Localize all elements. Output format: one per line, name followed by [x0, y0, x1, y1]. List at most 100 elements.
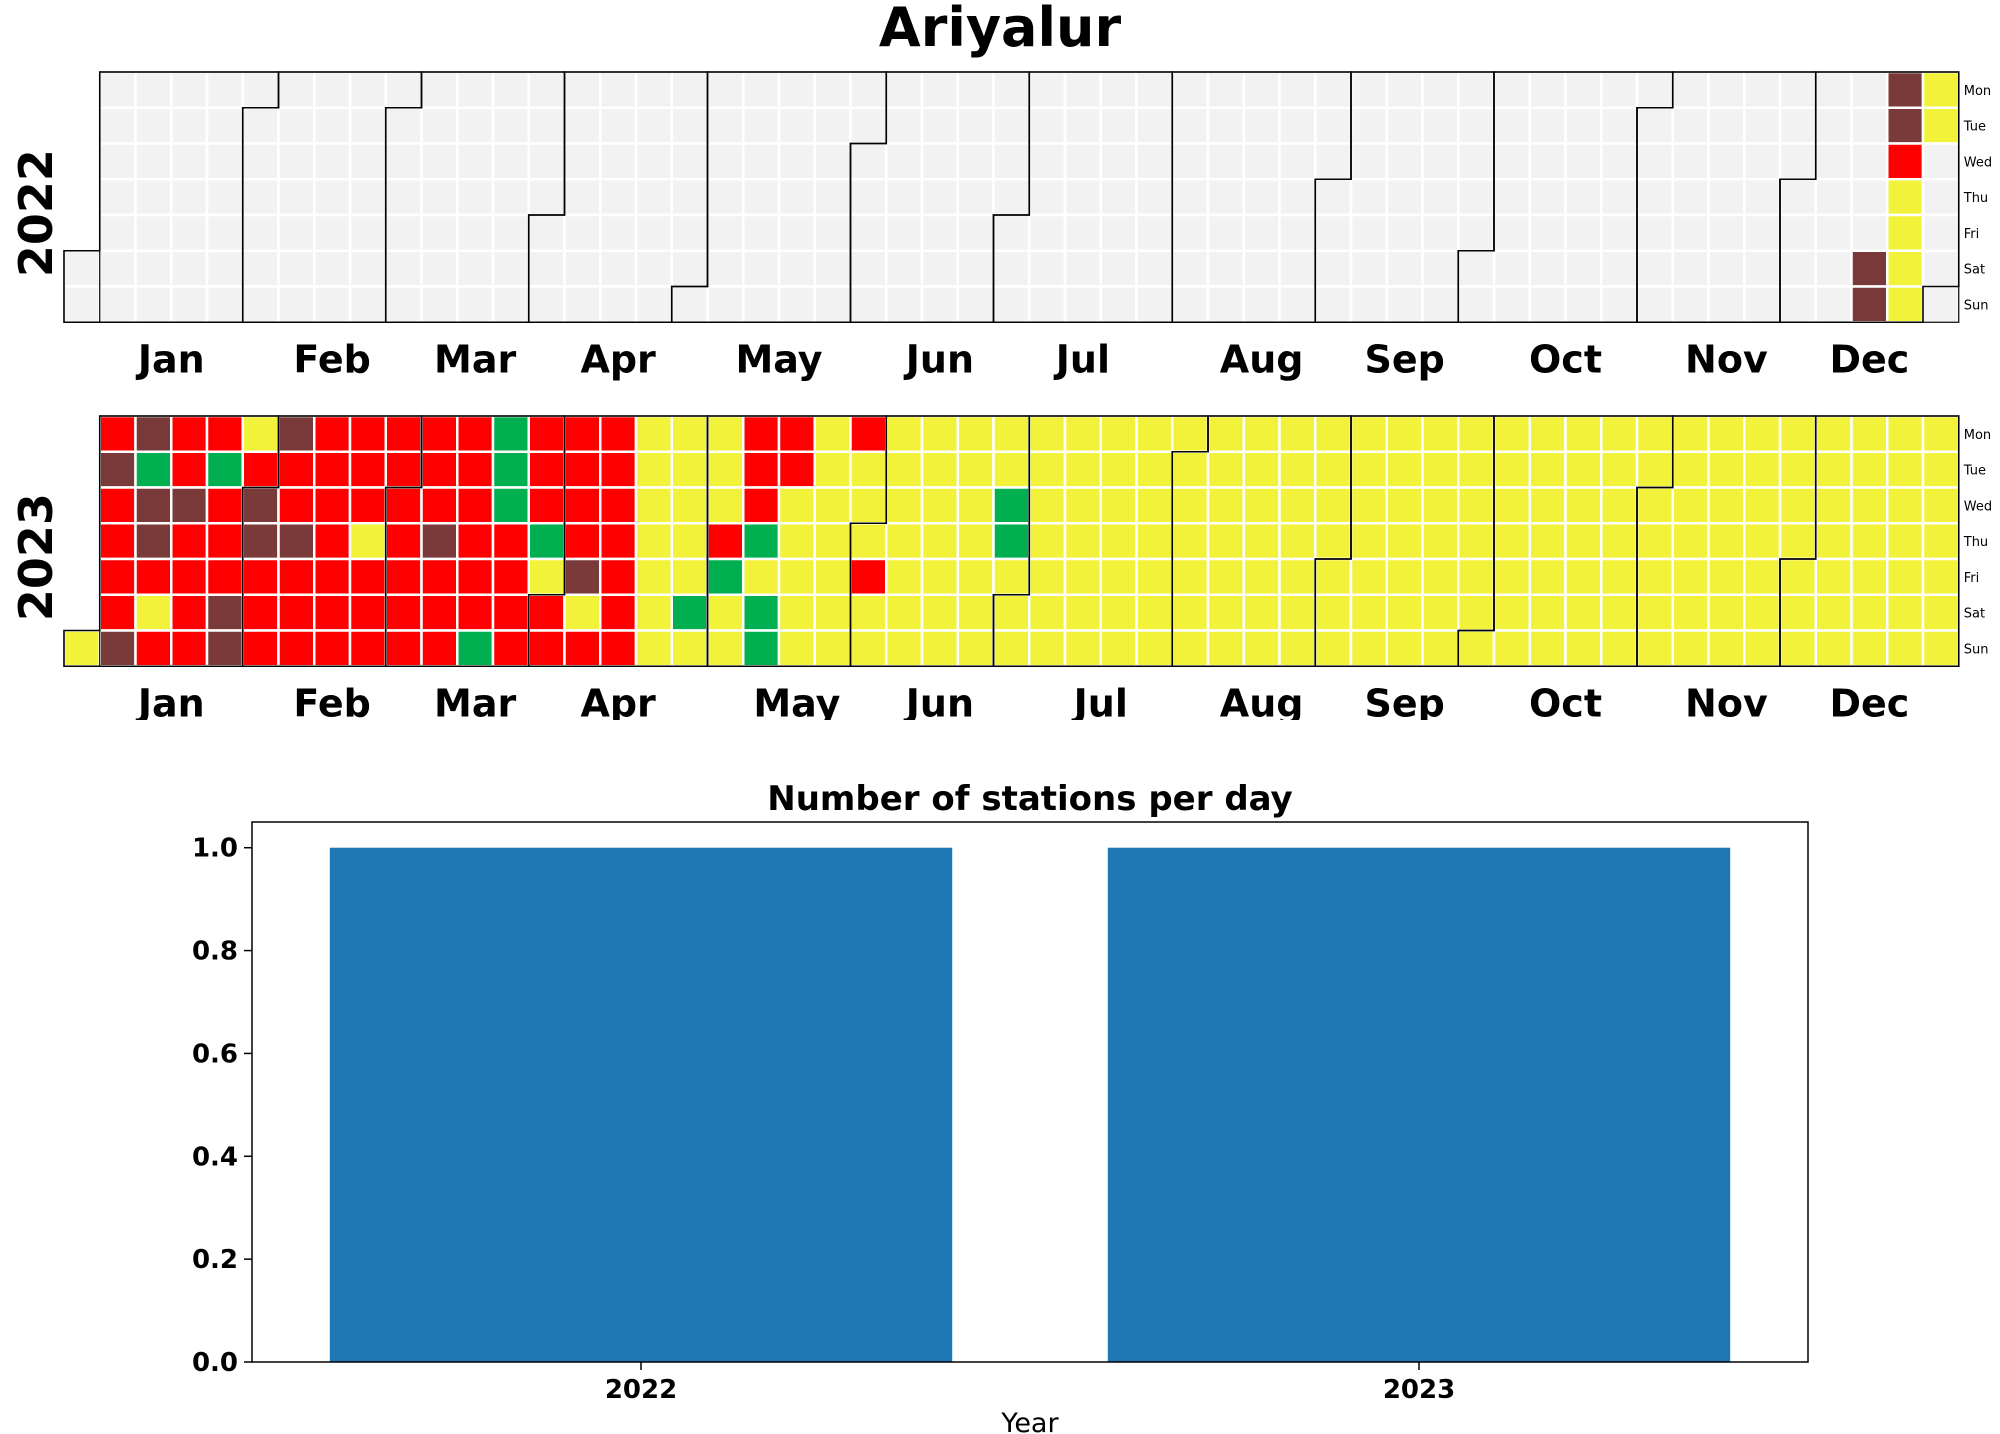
calendar-day-cell [1564, 593, 1603, 632]
calendar-day-cell [1457, 593, 1496, 632]
calendar-day-cell [1349, 142, 1388, 181]
calendar-day-cell [670, 522, 709, 561]
calendar-day-cell [134, 486, 173, 525]
page-title: Ariyalur [878, 0, 1122, 59]
calendar-day-cell [1385, 249, 1424, 288]
calendar-day-cell [1099, 593, 1138, 632]
calendar-day-cell [420, 557, 459, 596]
calendar-day-cell [1528, 106, 1567, 145]
calendar-day-cell [1921, 70, 1960, 109]
calendar-day-cell [1850, 142, 1889, 181]
calendar-day-cell [1921, 106, 1960, 145]
calendar-day-cell [1564, 178, 1603, 217]
calendar-day-cell [384, 450, 423, 489]
calendar-day-cell [1063, 414, 1102, 453]
weekday-label: Wed [1964, 499, 1992, 514]
calendar-day-cell [527, 450, 566, 489]
calendar-day-cell [956, 142, 995, 181]
calendar-day-cell [1492, 106, 1531, 145]
calendar-day-cell [1492, 557, 1531, 596]
calendar-day-cell [348, 285, 387, 324]
calendar-day-cell [491, 106, 530, 145]
calendar-day-cell [920, 557, 959, 596]
calendar-day-cell [1349, 414, 1388, 453]
calendar-day-cell [1707, 557, 1746, 596]
calendar-day-cell [1528, 557, 1567, 596]
calendar-day-cell [1528, 486, 1567, 525]
calendar-day-cell [1707, 629, 1746, 668]
calendar-day-cell [992, 142, 1031, 181]
calendar-day-cell [1349, 629, 1388, 668]
calendar-day-cell [1385, 142, 1424, 181]
calendar-day-cell [1635, 70, 1674, 109]
calendar-day-cell [527, 70, 566, 109]
calendar-day-cell [992, 486, 1031, 525]
calendar-day-cell [670, 486, 709, 525]
calendar-day-cell [170, 142, 209, 181]
calendar-day-cell [1278, 285, 1317, 324]
calendar-day-cell [706, 178, 745, 217]
calendar-day-cell [849, 593, 888, 632]
calendar-day-cell [992, 70, 1031, 109]
weekday-label: Wed [1964, 155, 1992, 170]
calendar-day-cell [992, 249, 1031, 288]
calendar-day-cell [1600, 142, 1639, 181]
calendar-day-cell [956, 106, 995, 145]
weekday-label: Mon [1964, 428, 1991, 443]
calendar-day-cell [849, 414, 888, 453]
calendar-day-cell [134, 178, 173, 217]
calendar-day-cell [1421, 629, 1460, 668]
calendar-day-cell [1135, 486, 1174, 525]
calendar-day-cell [384, 522, 423, 561]
calendar-day-cell [1671, 70, 1710, 109]
calendar-day-cell [98, 285, 137, 324]
calendar-day-cell [1600, 522, 1639, 561]
calendar-day-cell [670, 629, 709, 668]
calendar-day-cell [849, 285, 888, 324]
calendar-day-cell [920, 249, 959, 288]
calendar-day-cell [956, 486, 995, 525]
calendar-day-cell [134, 213, 173, 252]
calendar-day-cell [205, 142, 244, 181]
calendar-day-cell [1671, 213, 1710, 252]
calendar-day-cell [1528, 142, 1567, 181]
calendar-day-cell [98, 213, 137, 252]
calendar-day-cell [527, 178, 566, 217]
calendar-day-cell [813, 285, 852, 324]
calendar-day-cell [205, 106, 244, 145]
calendar-day-cell [420, 285, 459, 324]
month-label: Jun [903, 681, 974, 720]
calendar-day-cell [1063, 557, 1102, 596]
calendar-day-cell [277, 629, 316, 668]
calendar-day-cell [1242, 178, 1281, 217]
calendar-day-cell [134, 629, 173, 668]
calendar-day-cell [670, 70, 709, 109]
calendar-day-cell [205, 249, 244, 288]
calendar-day-cell [992, 450, 1031, 489]
calendar-day-cell [1063, 593, 1102, 632]
calendar-day-cell [1171, 213, 1210, 252]
calendar-day-cell [1421, 106, 1460, 145]
calendar-day-cell [1242, 285, 1281, 324]
calendar-day-cell [384, 557, 423, 596]
calendar-day-cell [1206, 142, 1245, 181]
calendar-day-cell [205, 70, 244, 109]
calendar-day-cell [1743, 593, 1782, 632]
calendar-day-cell [1135, 285, 1174, 324]
calendar-day-cell [1528, 178, 1567, 217]
calendar-day-cell [1063, 285, 1102, 324]
calendar-day-cell [491, 593, 530, 632]
calendar-day-cell [1242, 70, 1281, 109]
calendar-day-cell [706, 486, 745, 525]
month-label: Oct [1529, 337, 1602, 381]
calendar-day-cell [98, 70, 137, 109]
calendar-day-cell [1242, 486, 1281, 525]
calendar-day-cell [920, 486, 959, 525]
calendar-day-cell [1028, 486, 1067, 525]
x-axis-label: Year [1000, 1408, 1059, 1434]
calendar-day-cell [634, 414, 673, 453]
calendar-day-cell [1349, 70, 1388, 109]
calendar-day-cell [1206, 593, 1245, 632]
calendar-day-cell [813, 593, 852, 632]
calendar-day-cell [1778, 142, 1817, 181]
